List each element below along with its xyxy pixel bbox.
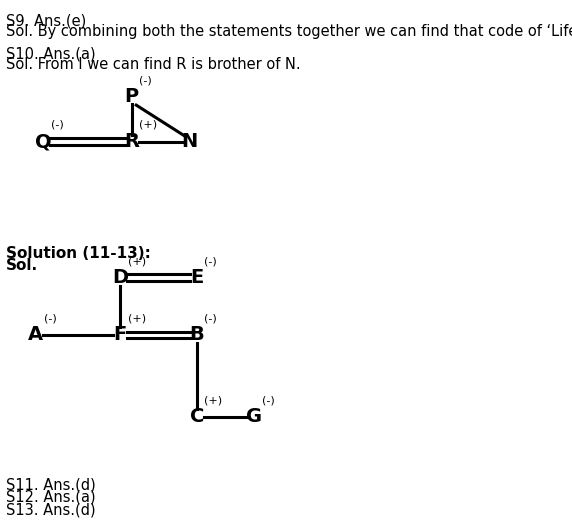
Text: A: A <box>28 325 43 344</box>
Text: (-): (-) <box>204 256 217 266</box>
Text: (+): (+) <box>204 395 223 405</box>
Text: (-): (-) <box>51 120 64 130</box>
Text: Sol. From I we can find R is brother of N.: Sol. From I we can find R is brother of … <box>6 57 301 72</box>
Text: G: G <box>246 408 263 426</box>
Text: E: E <box>190 268 204 287</box>
Text: (-): (-) <box>140 75 152 85</box>
Text: B: B <box>189 325 204 344</box>
Text: S11. Ans.(d): S11. Ans.(d) <box>6 478 96 493</box>
Text: Sol.: Sol. <box>6 258 38 273</box>
Text: D: D <box>112 268 128 287</box>
Text: C: C <box>189 408 204 426</box>
Text: S9. Ans.(e): S9. Ans.(e) <box>6 13 86 28</box>
Text: Sol. By combining both the statements together we can find that code of ‘Life’ i: Sol. By combining both the statements to… <box>6 24 572 39</box>
Text: Q: Q <box>35 132 52 151</box>
Text: (-): (-) <box>204 313 217 323</box>
Text: (+): (+) <box>140 120 157 130</box>
Text: N: N <box>181 132 197 151</box>
Text: (-): (-) <box>43 313 56 323</box>
Text: (-): (-) <box>262 395 275 405</box>
Text: (+): (+) <box>128 256 146 266</box>
Text: S12. Ans.(a): S12. Ans.(a) <box>6 490 96 505</box>
Text: Solution (11-13):: Solution (11-13): <box>6 246 151 261</box>
Text: S13. Ans.(d): S13. Ans.(d) <box>6 502 96 517</box>
Text: S10. Ans.(a): S10. Ans.(a) <box>6 46 96 61</box>
Text: F: F <box>113 325 127 344</box>
Text: P: P <box>125 87 138 106</box>
Text: (+): (+) <box>128 313 146 323</box>
Text: R: R <box>124 132 139 151</box>
